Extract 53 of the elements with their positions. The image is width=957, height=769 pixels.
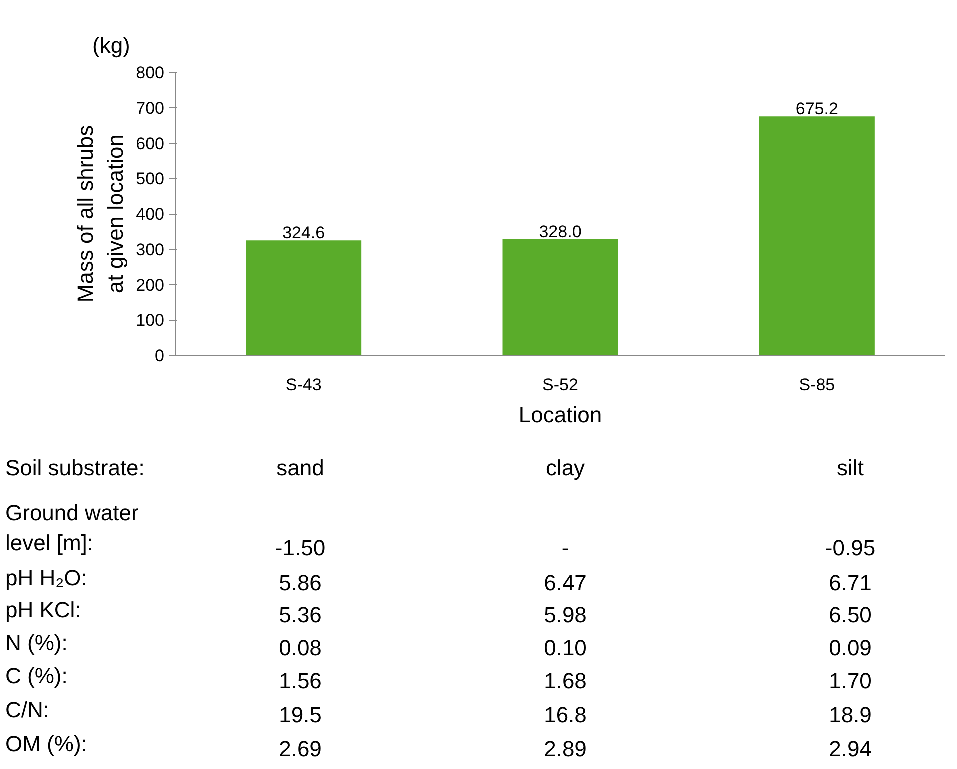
text: C/N:: [6, 698, 50, 722]
text: C (%):: [6, 664, 68, 688]
y-tick-label: 500: [136, 170, 165, 189]
text: 1.68: [544, 668, 587, 694]
text: 6.71: [829, 570, 872, 596]
text: -0.95: [825, 536, 876, 560]
text: Soil substrate:: [6, 456, 145, 480]
text: 0.08: [279, 636, 322, 660]
text: pH H₂O:: [6, 566, 88, 590]
text: 5.36: [279, 602, 322, 628]
y-tick-label: 100: [136, 311, 165, 330]
bar: [759, 116, 875, 356]
y-tick-label: 0: [155, 346, 165, 366]
text: pH KCl:: [6, 598, 82, 622]
x-tick-label: S-43: [286, 376, 322, 394]
y-tick-label: 400: [136, 205, 165, 224]
text: N (%):: [6, 630, 68, 656]
y-axis-title: Mass of all shrubs at given location: [73, 125, 128, 303]
text: clay: [546, 456, 586, 480]
text: -: [562, 536, 570, 560]
text: 6.50: [829, 602, 872, 628]
text: 19.5: [279, 702, 322, 728]
text: 16.8: [544, 702, 587, 728]
y-tick-label: 200: [136, 276, 165, 295]
data-label: 324.6: [282, 224, 326, 243]
y-tick-label: 800: [136, 64, 165, 82]
text: 1.56: [279, 668, 322, 694]
text: 2.69: [279, 736, 322, 762]
text: 2.94: [829, 736, 872, 762]
bar: [246, 240, 362, 356]
x-tick-label: S-52: [542, 376, 578, 394]
data-label: 328.0: [539, 222, 582, 242]
text: 6.47: [544, 570, 587, 596]
text: -1.50: [275, 536, 326, 560]
text: 0.09: [829, 636, 872, 660]
text: 1.70: [829, 668, 872, 694]
y-tick-label: 700: [136, 98, 165, 118]
x-axis-title: Location: [518, 402, 602, 428]
x-tick-label: S-85: [799, 376, 836, 394]
data-label: 675.2: [796, 100, 838, 119]
text: 0.10: [544, 636, 587, 660]
text: OM (%):: [6, 732, 88, 756]
text: Ground water level [m]:: [6, 500, 139, 556]
text: 18.9: [829, 702, 872, 728]
text: 2.89: [544, 736, 587, 762]
y-tick-label: 600: [136, 134, 165, 154]
bar: [502, 239, 618, 356]
y-tick-label: 300: [136, 240, 165, 260]
text: (kg): [92, 33, 130, 58]
text: 5.98: [544, 602, 587, 628]
text: silt: [837, 456, 864, 480]
text: sand: [276, 456, 324, 480]
text: 5.86: [279, 570, 322, 596]
